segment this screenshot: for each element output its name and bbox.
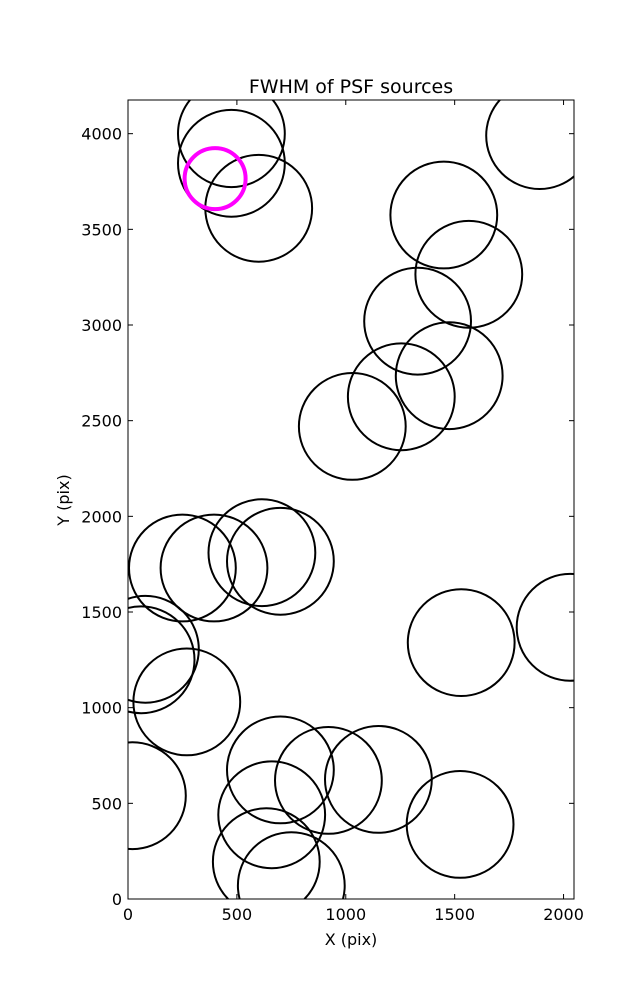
psf-source-circle [346,342,456,452]
psf-source-circle [128,741,187,851]
highlight-source-circle [182,146,248,212]
y-tick-label: 3500 [81,220,122,239]
y-tick-label: 0 [112,890,122,909]
y-tick-label: 1500 [81,603,122,622]
psf-source-circle [128,605,196,715]
y-tick-label: 500 [91,794,122,813]
psf-source-circle [207,498,317,608]
x-tick-label: 0 [123,905,133,924]
psf-source-circle [211,807,321,899]
tick-layer: 0 500 1000 1500 2000 0 500 1000 1500 2000 2500 3000… [81,100,584,924]
y-tick-label: 2500 [81,412,122,431]
marker-layer [128,100,574,899]
psf-source-circle [394,321,504,431]
psf-source-circle [414,219,524,329]
y-tick-label: 4000 [81,125,122,144]
psf-source-circle [406,588,516,697]
psf-source-circle [297,372,407,481]
psf-source-circle [177,100,286,189]
psf-source-circle [236,831,346,899]
psf-source-circle [226,715,335,825]
x-tick-label: 500 [222,905,253,924]
y-axis-label: Y (pix) [54,474,73,526]
psf-source-circle [389,160,499,270]
psf-source-circle [128,513,237,623]
x-tick-label: 2000 [543,905,584,924]
y-tick-label: 1000 [81,699,122,718]
psf-source-circle [226,506,335,616]
plot-frame [127,99,575,900]
x-tick-label: 1000 [325,905,366,924]
psf-source-circle [217,760,327,870]
psf-source-circle [177,108,286,218]
psf-source-circle [485,100,574,190]
psf-source-circle [515,572,574,682]
y-tick-label: 3000 [81,316,122,335]
x-tick-label: 1500 [434,905,475,924]
y-tick-label: 2000 [81,507,122,526]
psf-source-circle [405,770,515,879]
psf-source-circle [159,513,269,623]
psf-source-circle [132,647,242,757]
chart-title: FWHM of PSF sources [249,76,453,98]
x-axis-label: X (pix) [325,930,378,949]
psf-source-circle [363,266,473,376]
psf-source-circle [274,726,383,835]
